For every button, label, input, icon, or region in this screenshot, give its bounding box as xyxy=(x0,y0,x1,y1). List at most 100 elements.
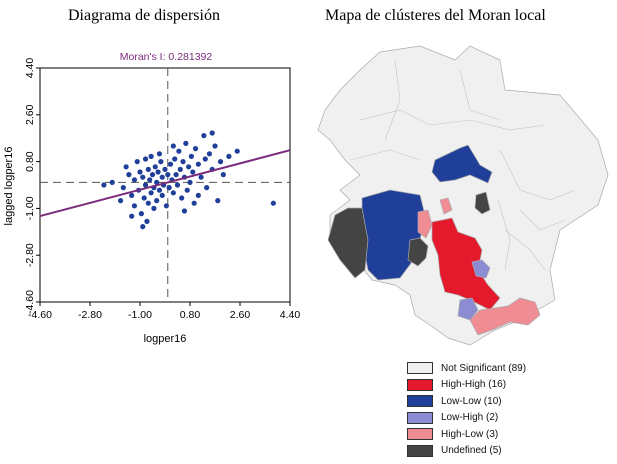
data-point xyxy=(145,200,151,206)
data-point xyxy=(212,143,218,149)
data-point xyxy=(120,185,126,191)
data-point xyxy=(162,166,168,172)
data-point xyxy=(186,164,192,170)
legend-swatch xyxy=(407,411,433,424)
data-point xyxy=(131,177,138,183)
x-tick-label: 4.40 xyxy=(280,309,300,321)
legend-label: Low-Low (10) xyxy=(441,395,502,407)
data-point xyxy=(137,169,143,175)
data-point xyxy=(142,182,149,188)
data-point xyxy=(138,211,144,217)
data-point xyxy=(226,153,232,159)
region-high-high xyxy=(431,217,501,311)
data-point xyxy=(167,161,174,167)
legend-label: Undefined (5) xyxy=(441,445,502,457)
data-point xyxy=(188,153,194,159)
data-point xyxy=(191,200,197,206)
data-point xyxy=(159,192,165,198)
data-point xyxy=(195,161,201,167)
data-point xyxy=(234,148,240,154)
data-point xyxy=(190,169,196,175)
data-point xyxy=(117,198,124,204)
legend-label: Not Significant (89) xyxy=(441,362,527,374)
legend-swatch xyxy=(407,428,433,441)
data-point xyxy=(165,172,171,178)
data-point xyxy=(158,159,164,165)
data-point xyxy=(141,195,147,201)
y-axis-label: lagged logper16 xyxy=(3,147,15,226)
data-point xyxy=(172,156,178,162)
legend-item: Not Significant (89) xyxy=(407,360,526,377)
legend-label: Low-High (2) xyxy=(441,412,499,424)
data-point xyxy=(129,213,135,219)
region-high-low-west xyxy=(417,209,433,239)
y-tick-label: 2.60 xyxy=(24,104,36,125)
data-point xyxy=(163,203,169,209)
y-tick-label: -2.80 xyxy=(24,243,36,267)
data-point xyxy=(159,174,165,180)
regression-line-group xyxy=(39,149,291,218)
data-point xyxy=(140,224,146,230)
data-point xyxy=(215,198,221,204)
data-point xyxy=(134,159,140,165)
data-point xyxy=(123,164,129,170)
data-point xyxy=(101,182,107,188)
data-point xyxy=(152,164,158,170)
legend-item: High-Low (3) xyxy=(407,426,526,443)
regression-line xyxy=(39,149,291,218)
data-point xyxy=(179,195,185,201)
region-undefined-west xyxy=(327,207,369,279)
legend-label: High-Low (3) xyxy=(441,428,499,440)
data-point xyxy=(170,190,176,196)
data-point xyxy=(177,166,183,172)
region-low-low-north xyxy=(431,144,493,184)
data-point xyxy=(204,185,210,191)
region-undefined-north xyxy=(474,191,491,215)
data-point xyxy=(166,185,172,191)
data-point xyxy=(154,179,160,185)
data-point xyxy=(129,192,135,198)
data-point xyxy=(173,172,179,178)
legend-item: Undefined (5) xyxy=(407,443,526,460)
axis-ticks: -4.60 -2.80 -1.00 0.80 2.60 4.40 -4.60 -2.80 -1.… xyxy=(24,58,300,321)
data-point xyxy=(147,177,153,183)
data-point xyxy=(144,218,150,224)
data-point xyxy=(198,174,204,180)
x-tick-label: -1.00 xyxy=(128,309,152,321)
data-point xyxy=(149,172,156,178)
data-point xyxy=(131,203,138,209)
data-point xyxy=(195,192,201,198)
data-point xyxy=(148,190,154,196)
data-point xyxy=(151,205,157,211)
map-panel-title: Mapa de clústeres del Moran local xyxy=(325,7,546,24)
x-tick-label: 0.80 xyxy=(180,309,201,321)
map-internal-boundaries xyxy=(349,59,576,271)
legend-item: High-High (16) xyxy=(407,377,526,394)
data-point xyxy=(192,146,199,152)
data-point xyxy=(187,179,193,185)
region-low-high-b xyxy=(457,297,479,321)
data-point xyxy=(174,182,181,188)
data-point xyxy=(270,200,276,206)
data-point xyxy=(180,159,186,165)
data-point xyxy=(183,140,189,146)
data-point xyxy=(155,169,161,175)
map-legend: Not Significant (89) High-High (16) Low-Lo… xyxy=(407,360,526,459)
map-regions xyxy=(317,45,609,346)
data-point xyxy=(184,187,190,193)
data-point xyxy=(170,143,176,149)
data-point xyxy=(145,166,151,172)
data-point xyxy=(206,151,213,157)
moran-i-label: Moran's I: 0.281392 xyxy=(120,51,213,63)
legend-swatch xyxy=(407,444,433,457)
scatter-panel-title: Diagrama de dispersión xyxy=(68,7,220,24)
legend-swatch xyxy=(407,395,433,408)
y-tick-label: 0.80 xyxy=(24,151,36,172)
data-point xyxy=(202,156,208,162)
x-tick-label: -4.60 xyxy=(28,309,52,321)
y-tick-label: 4.40 xyxy=(24,58,36,79)
data-point xyxy=(201,133,207,139)
data-point xyxy=(220,172,226,178)
region-high-low-north xyxy=(439,197,453,215)
data-point xyxy=(154,198,160,204)
